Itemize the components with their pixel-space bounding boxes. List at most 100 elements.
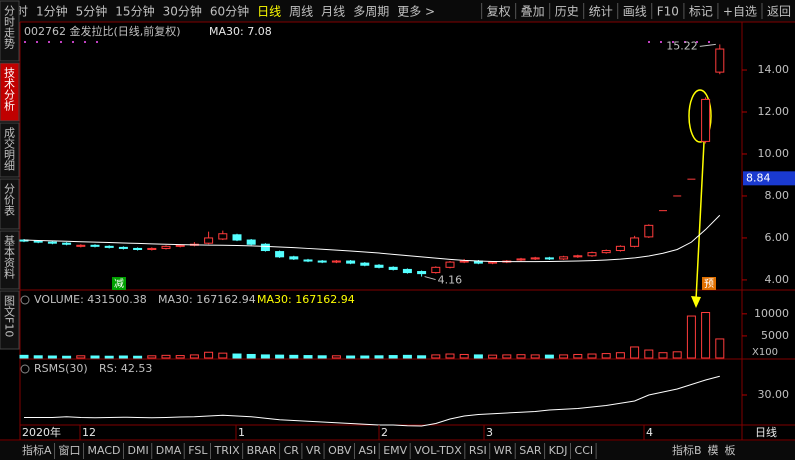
y-tick-label: 8.00 — [765, 189, 790, 202]
indicator-tab[interactable]: 板 — [725, 443, 736, 457]
indicator-tab[interactable]: MACD — [88, 444, 121, 457]
toolbar-item[interactable]: 多周期 — [353, 5, 389, 19]
candle-body — [559, 256, 569, 260]
panel-icon[interactable] — [20, 364, 30, 374]
side-tab-bg — [0, 62, 20, 122]
toolbar-item[interactable]: 月线 — [321, 5, 345, 19]
indicator-tab[interactable]: 指标A — [22, 443, 52, 457]
indicator-tab[interactable]: CCI — [575, 444, 594, 457]
toolbar-item[interactable]: 5分钟 — [76, 4, 108, 19]
candle-body — [601, 250, 611, 254]
volume-bar — [204, 351, 214, 359]
side-tab-bg — [0, 178, 20, 230]
candle-body — [445, 261, 455, 268]
marker: 减 — [114, 278, 124, 290]
toolbar-button[interactable]: 标记 — [689, 5, 713, 19]
info-dot — [96, 41, 98, 43]
candle-body — [317, 260, 327, 263]
side-tab[interactable]: 分价表 — [3, 183, 16, 217]
volume-bar — [473, 354, 483, 359]
candle-body — [289, 256, 299, 260]
info-dot — [72, 41, 74, 43]
toolbar-button[interactable]: 统计 — [589, 5, 613, 19]
toolbar-button[interactable]: 叠加 — [521, 5, 545, 19]
toolbar-item[interactable]: 周线 — [289, 5, 313, 19]
toolbar-button[interactable]: 复权 — [487, 5, 511, 19]
candle-body — [275, 251, 285, 258]
toolbar-button[interactable]: +自选 — [723, 5, 757, 19]
info-dot — [648, 41, 650, 43]
indicator-tab[interactable]: CR — [284, 444, 300, 457]
indicator-tab[interactable]: EMV — [383, 444, 407, 457]
indicator-tab[interactable]: RSI — [469, 444, 487, 457]
volume-unit: X100 — [752, 347, 778, 358]
indicator-tab[interactable]: 模 — [708, 444, 719, 457]
volume-bar — [189, 354, 199, 359]
indicator-tab[interactable]: VR — [306, 444, 322, 457]
ma30-line — [23, 214, 721, 263]
toolbar-button[interactable]: 返回 — [767, 5, 791, 19]
y-tick-label: 10.00 — [758, 147, 790, 160]
min-pointer — [424, 276, 436, 281]
toolbar-item[interactable]: 1分钟 — [36, 4, 68, 19]
info-dot — [36, 41, 38, 43]
period-label: 日线 — [755, 425, 777, 439]
side-tab[interactable]: 基本资料 — [3, 235, 16, 280]
volume-bar — [232, 353, 242, 359]
candle-body — [644, 224, 654, 238]
indicator-tab[interactable]: OBV — [328, 444, 352, 457]
candle-body — [303, 259, 313, 262]
volume-bar — [488, 354, 498, 359]
indicator-tab[interactable]: ASI — [358, 444, 376, 457]
max-pointer — [699, 43, 716, 47]
candle-body — [118, 246, 128, 249]
candle-body — [530, 257, 540, 260]
toolbar-button[interactable]: 画线 — [623, 5, 647, 19]
toolbar-button[interactable]: 历史 — [555, 5, 579, 19]
volume-bar — [33, 355, 43, 359]
side-tab[interactable]: 成交明细 — [3, 127, 16, 171]
volume-title: VOLUME: 431500.38 — [34, 293, 147, 306]
indicator-tab[interactable]: 窗口 — [59, 443, 81, 457]
indicator-tab[interactable]: WR — [494, 444, 513, 457]
indicator-tab[interactable]: 指标B — [672, 443, 702, 457]
volume-bar — [275, 354, 285, 359]
candle-body — [587, 252, 597, 257]
rsms-title: RSMS(30) — [34, 362, 88, 375]
indicator-tab[interactable]: TRIX — [213, 444, 240, 457]
side-tab-bg — [0, 290, 20, 350]
candle-body — [104, 245, 114, 248]
indicator-tab[interactable]: SAR — [519, 444, 542, 457]
info-dot — [48, 41, 50, 43]
info-dot — [24, 41, 26, 43]
volume-bar — [672, 351, 682, 359]
candle-body — [388, 266, 398, 270]
toolbar-item[interactable]: 日线 — [257, 5, 281, 19]
indicator-tab[interactable]: BRAR — [247, 444, 277, 457]
marker: 预 — [704, 278, 714, 290]
indicator-tab[interactable]: KDJ — [549, 444, 568, 457]
toolbar-item[interactable]: 60分钟 — [210, 4, 249, 19]
marker-bg — [112, 277, 126, 290]
volume-bar — [459, 353, 469, 359]
candle-body — [218, 233, 228, 240]
toolbar-item[interactable]: 更多 > — [397, 5, 435, 19]
side-tab[interactable]: 图文F10 — [3, 295, 16, 338]
indicator-tab[interactable]: DMI — [128, 444, 149, 457]
indicator-tab[interactable]: FSL — [188, 444, 208, 457]
panel-icon[interactable] — [20, 295, 30, 305]
volume-bar — [47, 355, 57, 359]
toolbar-item[interactable]: 15分钟 — [115, 4, 154, 19]
volume-bar — [573, 353, 583, 359]
side-tab[interactable]: 技术分析 — [3, 67, 16, 112]
indicator-tab[interactable]: VOL-TDX — [414, 444, 462, 457]
toolbar-item[interactable]: 30分钟 — [163, 4, 202, 19]
indicator-tab[interactable]: DMA — [156, 444, 182, 457]
side-tab[interactable]: 分时走势 — [3, 5, 16, 49]
volume-bar — [360, 355, 370, 359]
volume-bar — [388, 355, 398, 359]
toolbar-button[interactable]: F10 — [657, 5, 679, 19]
volume-bar — [260, 354, 270, 359]
volume-bar — [431, 354, 441, 359]
candle-body — [459, 260, 469, 263]
